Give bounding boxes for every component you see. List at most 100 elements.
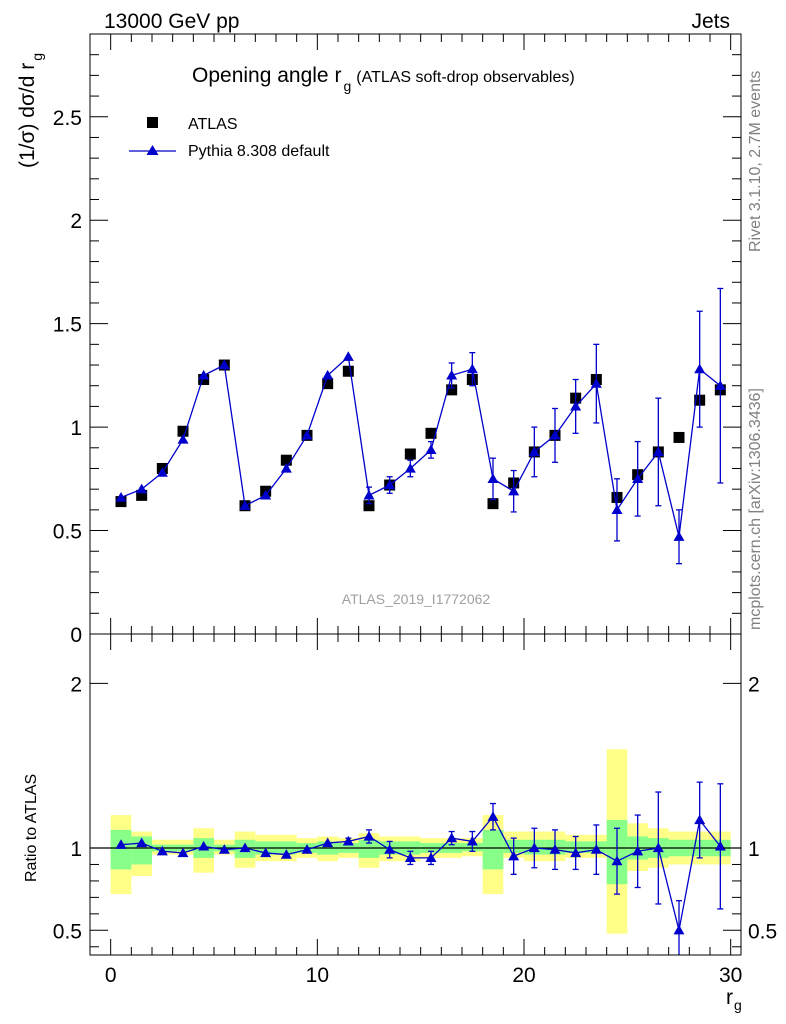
main-y-axis-label-sub: g xyxy=(29,53,45,61)
main-y-axis-label: (1/σ) dσ/d r g xyxy=(16,53,45,168)
atlas-data-point xyxy=(322,378,334,390)
atlas-data-point xyxy=(446,384,458,396)
pythia-data-point xyxy=(363,489,375,500)
pythia-data-point xyxy=(528,446,540,457)
pythia-data-point xyxy=(487,473,499,483)
ratio-bands-layer xyxy=(90,749,741,934)
pythia-data-point xyxy=(384,479,396,490)
ratio-pythia-point xyxy=(425,852,437,863)
ratio-pythia-point xyxy=(528,842,540,853)
ratio-y-tick-label-right: 0.5 xyxy=(748,920,777,943)
legend-pythia-marker xyxy=(146,145,159,155)
ratio-pythia-point xyxy=(632,845,644,856)
ratio-pythia-point xyxy=(301,844,313,854)
plot-title-sub: g xyxy=(343,78,351,94)
x-tick-label: 20 xyxy=(512,964,535,987)
x-tick-label: 10 xyxy=(306,964,329,987)
ratio-pythia-point xyxy=(136,837,148,848)
main-y-tick-label: 1 xyxy=(70,417,82,440)
x-axis-label-sub: g xyxy=(734,997,742,1013)
atlas-data-point xyxy=(280,454,292,466)
legend-pythia-label: Pythia 8.308 default xyxy=(188,143,330,160)
main-y-tick-label: 1.5 xyxy=(53,314,82,337)
ratio-pythia-point xyxy=(590,844,602,854)
pythia-data-point xyxy=(239,500,251,510)
pythia-data-point xyxy=(280,462,292,473)
main-y-tick-label: 2.5 xyxy=(53,107,82,130)
ratio-pythia-point xyxy=(260,847,272,858)
ratio-pythia-point xyxy=(652,842,664,853)
ratio-pythia-point xyxy=(239,842,251,853)
ratio-y-tick-label-right: 1 xyxy=(748,838,760,861)
pythia-data-point xyxy=(652,446,664,457)
ratio-pythia-point xyxy=(404,852,416,863)
pythia-data-point xyxy=(611,504,623,514)
x-tick-label: 0 xyxy=(105,964,117,987)
pythia-data-point xyxy=(177,434,189,444)
ratio-pythia-point xyxy=(570,847,582,858)
ratio-pythia-point xyxy=(384,844,396,854)
atlas-data-point xyxy=(115,496,127,508)
plot-title-text: Opening angle r xyxy=(192,64,341,87)
plot-title-suffix: (ATLAS soft-drop observables) xyxy=(356,69,574,86)
ratio-y-axis-label: Ratio to ATLAS xyxy=(23,774,40,882)
atlas-data-point xyxy=(404,448,416,460)
ratio-pythia-point xyxy=(177,847,189,858)
pythia-data-point xyxy=(115,491,127,502)
pythia-data-point xyxy=(714,380,726,390)
ratio-pythia-point xyxy=(466,835,478,846)
pythia-data-point xyxy=(198,369,210,380)
pythia-data-point xyxy=(549,429,561,440)
main-y-tick-label: 2 xyxy=(70,210,82,233)
ratio-pythia-point xyxy=(198,840,210,851)
x-axis-label: rg xyxy=(726,986,742,1013)
header-category-label: Jets xyxy=(691,10,730,33)
pythia-data-point xyxy=(260,489,272,500)
pythia-data-point xyxy=(632,473,644,483)
pythia-data-point xyxy=(156,467,168,477)
ratio-pythia-point xyxy=(322,837,334,848)
rivet-version-label: Rivet 3.1.10, 2.7M events xyxy=(747,71,764,252)
pythia-data-point xyxy=(322,369,334,380)
ratio-pythia-point xyxy=(487,811,499,821)
legend-atlas-label: ATLAS xyxy=(188,116,238,133)
ratio-pythia-point xyxy=(363,830,375,841)
pythia-data-point xyxy=(301,429,313,440)
pythia-data-point xyxy=(673,531,685,541)
atlas-data-point xyxy=(177,425,189,437)
mcplots-label: mcplots.cern.ch [arXiv:1306.3436] xyxy=(747,388,764,630)
ratio-pythia-line xyxy=(120,815,721,931)
pythia-data-point xyxy=(404,462,416,473)
atlas-data-point xyxy=(673,431,685,443)
legend-atlas-marker xyxy=(147,117,158,128)
ratio-band-inner xyxy=(482,829,504,870)
watermark: ATLAS_2019_I1772062 xyxy=(342,591,491,607)
plot-title: Opening angle r g (ATLAS soft-drop observa… xyxy=(192,64,575,94)
atlas-data-point xyxy=(198,374,210,386)
ratio-pythia-point xyxy=(115,839,127,849)
axes-layer: 0 10 20 30 0 0.5 1 1.5 2 2.5 0.5 0.5 1 1 2 2 xyxy=(53,34,777,987)
x-tick-label: 30 xyxy=(719,964,742,987)
atlas-data-point xyxy=(363,500,375,512)
ratio-y-tick-label: 1 xyxy=(70,838,82,861)
ratio-pythia-point xyxy=(218,844,230,854)
pythia-data-point xyxy=(218,359,230,370)
atlas-data-point xyxy=(136,489,148,501)
pythia-data-point xyxy=(508,485,520,496)
ratio-band-inner xyxy=(358,839,380,858)
ratio-pythia-point xyxy=(446,832,458,843)
ratio-pythia-point xyxy=(156,845,168,856)
ratio-pythia-point xyxy=(611,855,623,866)
ratio-band-inner xyxy=(110,829,132,870)
atlas-data-point xyxy=(342,365,354,377)
ratio-pythia-point xyxy=(673,924,685,935)
pythia-data-point xyxy=(342,351,354,361)
pythia-data-point xyxy=(694,363,706,374)
chart-marks-layer xyxy=(115,287,726,955)
ratio-y-tick-label-right: 2 xyxy=(748,673,760,696)
main-y-axis-label-text: (1/σ) dσ/d r xyxy=(16,63,39,168)
pythia-data-point xyxy=(570,400,582,411)
header-energy-label: 13000 GeV pp xyxy=(104,10,239,33)
ratio-pythia-point xyxy=(342,835,354,846)
